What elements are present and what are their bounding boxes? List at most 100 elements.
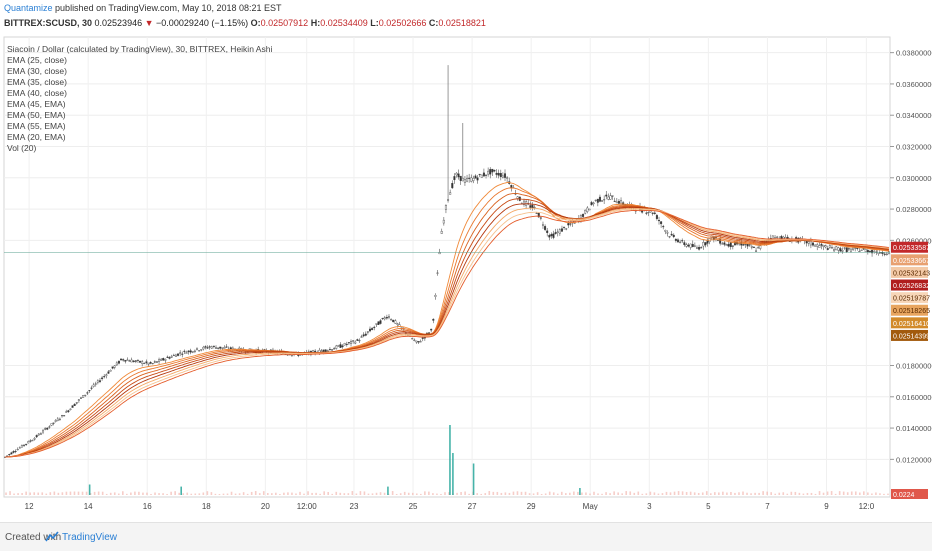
candle-body: [504, 173, 507, 178]
candle-body: [871, 249, 874, 254]
volume-bar: [89, 493, 92, 495]
volume-bar: [371, 493, 374, 495]
volume-bar: [464, 491, 466, 495]
brand-link[interactable]: Quantamize: [4, 3, 53, 13]
volume-bar: [726, 492, 728, 495]
volume-bar: [569, 492, 571, 495]
volume-bar: [428, 491, 430, 495]
volume-bar: [613, 491, 615, 495]
price-chart[interactable]: 0.03800000 0.03600000 0.03400000 0.03200000…: [0, 35, 932, 510]
candle-body: [225, 346, 228, 348]
plot-area: [3, 36, 891, 498]
y-tick-label: 0.02600000: [896, 236, 932, 245]
legend-ema-55[interactable]: EMA (55, EMA): [7, 121, 66, 131]
candle-body: [698, 246, 701, 250]
volume-bar: [488, 491, 491, 495]
volume-bar: [311, 492, 313, 495]
legend-ema-40[interactable]: EMA (40, close): [7, 88, 67, 98]
created-with-text: Created with: [5, 532, 62, 543]
candle-body: [812, 242, 815, 246]
volume-bar: [61, 492, 64, 495]
y-tick-label: 0.03200000: [896, 143, 932, 152]
candle-body: [166, 356, 169, 358]
candle-body: [474, 175, 477, 179]
candle-body: [679, 241, 682, 243]
volume-spike: [452, 453, 454, 495]
candle-body: [668, 236, 671, 238]
legend-ema-35[interactable]: EMA (35, close): [7, 77, 67, 87]
volume-bar: [57, 492, 60, 495]
volume-bar: [214, 493, 217, 495]
legend-ema-45[interactable]: EMA (45, EMA): [7, 99, 66, 109]
candle-body: [86, 392, 89, 394]
candle-body: [605, 194, 608, 197]
candle-body: [849, 248, 852, 252]
candle-body: [818, 245, 821, 248]
candle-body: [158, 359, 161, 362]
volume-bar: [403, 491, 406, 495]
tradingview-link[interactable]: TradingView: [62, 532, 118, 543]
volume-bar: [810, 492, 813, 495]
legend-ema-50[interactable]: EMA (50, EMA): [7, 110, 66, 120]
legend-ema-30[interactable]: EMA (30, close): [7, 66, 67, 76]
candle-body: [721, 243, 724, 245]
volume-bar: [182, 493, 185, 495]
candle-body: [879, 252, 882, 254]
candle-body: [96, 380, 99, 383]
x-tick-label: 14: [84, 502, 93, 510]
volume-bar: [456, 492, 458, 495]
candle-body: [601, 200, 604, 202]
candle-body: [90, 387, 93, 389]
volume-bar: [774, 493, 777, 495]
candle-body: [862, 248, 865, 250]
candle-body: [58, 418, 61, 420]
candle-body: [727, 244, 730, 247]
candle-body: [826, 248, 829, 250]
candle-body: [822, 245, 825, 247]
legend-volume[interactable]: Vol (20): [7, 143, 37, 153]
x-tick-label: 29: [527, 502, 536, 510]
price-label-text: 0.02514399: [893, 333, 930, 340]
candle-body: [706, 240, 709, 244]
volume-bar: [53, 491, 56, 495]
volume-bar: [246, 493, 249, 495]
legend-ema-25[interactable]: EMA (25, close): [7, 55, 67, 65]
x-tick-label: 18: [202, 502, 211, 510]
candle-body: [134, 360, 137, 362]
legend-ema-20[interactable]: EMA (20, EMA): [7, 132, 66, 142]
candle-body: [689, 243, 692, 248]
candle-body: [20, 445, 23, 448]
volume-bar: [448, 492, 450, 495]
volume-bar: [496, 491, 499, 495]
candle-body: [191, 351, 194, 353]
volume-bar: [879, 493, 881, 495]
candle-body: [101, 377, 104, 379]
x-tick-label: 5: [706, 502, 711, 510]
candle-body: [162, 358, 165, 361]
volume-bar: [556, 493, 559, 495]
volume-bar: [262, 491, 265, 495]
candle-body: [322, 349, 325, 353]
y-tick-label: 0.01800000: [896, 362, 932, 371]
candle-body: [569, 223, 572, 225]
candle-body: [212, 345, 215, 347]
volume-bar: [536, 492, 539, 495]
x-tick-label: 12:0: [859, 502, 875, 510]
volume-bar: [665, 491, 668, 495]
candle-body: [757, 247, 760, 249]
candle-body: [155, 361, 158, 363]
candle-body: [396, 323, 399, 325]
volume-bar: [484, 493, 487, 495]
volume-bar: [25, 491, 27, 495]
candle-body: [219, 346, 222, 349]
volume-bar: [758, 492, 760, 495]
open-value: 0.02507912: [260, 18, 309, 28]
candle-body: [598, 196, 601, 202]
volume-bar: [319, 493, 321, 495]
volume-bar: [722, 491, 724, 495]
candle-body: [885, 253, 888, 256]
y-tick-label: 0.03400000: [896, 111, 932, 120]
volume-bar: [790, 491, 793, 495]
volume-bar: [230, 491, 233, 495]
volume-bar: [315, 492, 317, 495]
